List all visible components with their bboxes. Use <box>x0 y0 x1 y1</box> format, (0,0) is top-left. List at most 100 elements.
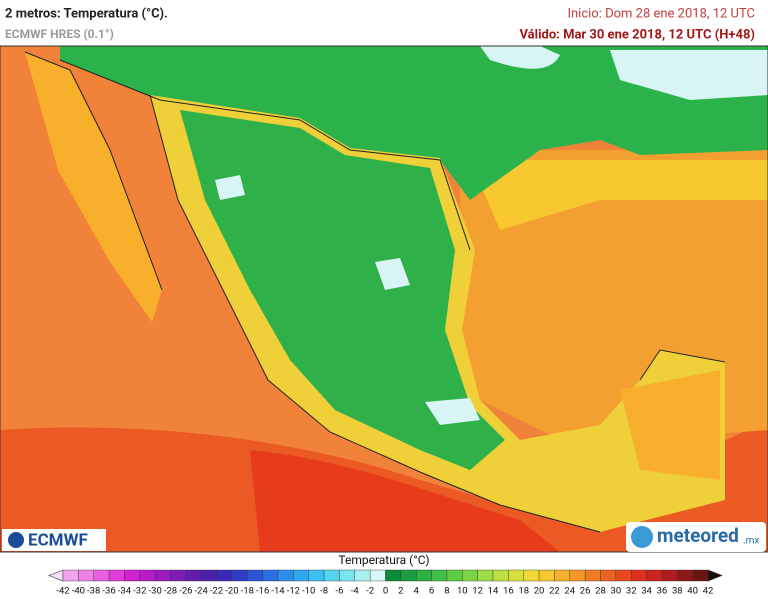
colorbar-box <box>185 569 202 582</box>
colorbar-box <box>323 569 340 582</box>
colorbar-tick-label: 30 <box>611 586 622 597</box>
colorbar-tick-label: 40 <box>687 586 698 597</box>
colorbar-tick-label: -40 <box>72 586 85 597</box>
colorbar-tick-label: -14 <box>271 586 285 597</box>
colorbar-tick-label: -20 <box>225 586 238 597</box>
colorbar-tick-label: -16 <box>256 586 269 597</box>
colorbar-tick-label: -12 <box>287 586 300 597</box>
colorbar-tick-label: -32 <box>133 586 146 597</box>
colorbar-box <box>584 569 601 582</box>
colorbar-tick-label: -26 <box>179 586 192 597</box>
colorbar-tick-label: 24 <box>564 586 575 597</box>
colorbar-tick-label: 32 <box>626 586 637 597</box>
colorbar-box <box>201 569 217 582</box>
colorbar-box <box>231 569 248 582</box>
colorbar-tick-label: 10 <box>457 586 468 597</box>
colorbar-box <box>277 569 294 582</box>
colorbar-box <box>569 569 586 582</box>
colorbar-tick-label: 6 <box>429 586 434 597</box>
colorbar-tick-label: 8 <box>444 586 449 597</box>
colorbar-box <box>124 569 140 582</box>
colorbar-tick-label: 22 <box>549 586 560 597</box>
colorbar-box <box>538 569 555 582</box>
colorbar-box <box>308 569 325 582</box>
colorbar-box <box>477 569 494 582</box>
colorbar-tick-label: 18 <box>518 586 529 597</box>
logo-suffix: .mx <box>743 536 759 547</box>
colorbar-box <box>293 569 309 582</box>
colorbar-tick-label: 34 <box>641 586 652 597</box>
colorbar-tick-label: -22 <box>210 586 223 597</box>
colorbar-tick-label: -24 <box>195 586 209 597</box>
colorbar-tick-label: -38 <box>87 586 100 597</box>
colorbar-tick-label: -6 <box>335 586 343 597</box>
colorbar-tick-label: 38 <box>672 586 683 597</box>
init: Inicio: Dom 28 ene 2018, 12 UTC <box>567 6 755 21</box>
colorbar-tick-label: -28 <box>164 586 177 597</box>
colorbar-tick-label: -10 <box>302 586 315 597</box>
colorbar-tick-label: -18 <box>241 586 254 597</box>
colorbar-box <box>354 569 371 582</box>
colorbar-box <box>154 569 171 582</box>
colorbar-box <box>170 569 187 582</box>
colorbar-box <box>431 569 448 582</box>
logo-ecmwf: ECMWF <box>2 529 106 551</box>
colorbar-tick-label: 36 <box>657 586 668 597</box>
colorbar-tick-label: 16 <box>503 586 514 597</box>
colorbar-box <box>369 569 386 582</box>
colorbar-tick-label: 42 <box>703 586 714 597</box>
colorbar-tick-label: 2 <box>398 586 403 597</box>
colorbar-box <box>262 569 279 582</box>
colorbar-tick-label: -34 <box>118 586 132 597</box>
colorbar-box <box>385 569 402 582</box>
logo-meteored: meteored .mx <box>626 522 766 552</box>
colorbar-tick-label: -30 <box>148 586 161 597</box>
colorbar-box <box>631 569 647 582</box>
colorbar-tick-label: 0 <box>383 586 388 597</box>
colorbar-tick-label: -36 <box>102 586 115 597</box>
colorbar-box <box>462 569 478 582</box>
colorbar-box <box>554 569 570 582</box>
colorbar-tick-label: 20 <box>534 586 545 597</box>
colorbar-box <box>93 569 110 582</box>
colorbar-tick-label: -4 <box>351 586 360 597</box>
colorbar-box <box>508 569 524 582</box>
colorbar: -42 -40 -38 -36 -34 -32 -30 -28 -26 -24 -22 -20 -18-… <box>48 569 723 597</box>
valid: Válido: Mar 30 ene 2018, 12 UTC (H+48) <box>519 27 755 42</box>
colorbar-box <box>62 569 79 582</box>
colorbar-over <box>707 569 723 582</box>
colorbar-box <box>661 569 678 582</box>
colorbar-box <box>646 569 663 582</box>
logo-text: ECMWF <box>28 530 88 550</box>
colorbar-tick-label: 14 <box>488 586 499 597</box>
colorbar-box <box>523 569 540 582</box>
colorbar-box <box>600 569 617 582</box>
logo-text: meteored <box>657 524 739 547</box>
colorbar-under <box>48 569 64 582</box>
colorbar-box <box>247 569 263 582</box>
colorbar-box <box>400 569 417 582</box>
colorbar-box <box>339 569 355 582</box>
colorbar-box <box>139 569 156 582</box>
colorbar-box <box>78 569 94 582</box>
colorbar-box <box>615 569 632 582</box>
colorbar-tick-label: 4 <box>414 586 420 597</box>
model: ECMWF HRES (0.1°) <box>5 27 114 41</box>
colorbar-tick-label: 12 <box>472 586 483 597</box>
colorbar-title: Temperatura (°C) <box>338 553 429 567</box>
map <box>0 45 768 553</box>
colorbar-box <box>677 569 693 582</box>
colorbar-box <box>446 569 463 582</box>
colorbar-box <box>216 569 233 582</box>
title: 2 metros: Temperatura (°C). <box>5 6 168 21</box>
colorbar-box <box>108 569 125 582</box>
colorbar-box <box>492 569 509 582</box>
colorbar-tick-label: 28 <box>595 586 606 597</box>
colorbar-tick-label: -42 <box>56 586 69 597</box>
colorbar-tick-label: -8 <box>320 586 328 597</box>
colorbar-box <box>416 569 432 582</box>
colorbar-tick-label: -2 <box>366 586 374 597</box>
colorbar-tick-label: 26 <box>580 586 591 597</box>
colorbar-box <box>692 569 709 582</box>
